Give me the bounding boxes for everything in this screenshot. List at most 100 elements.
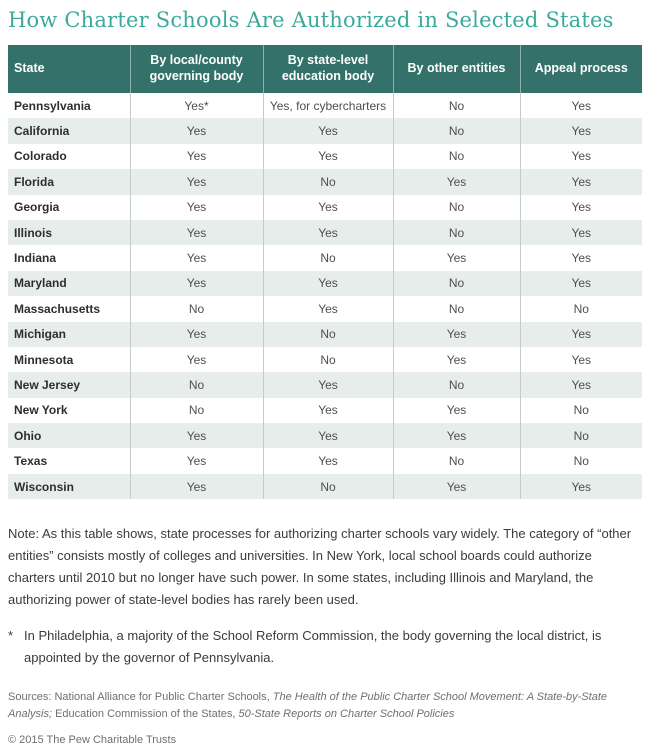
table-row: Colorado Yes Yes No Yes	[8, 143, 642, 170]
value-cell: No	[519, 448, 642, 474]
footnote: * In Philadelphia, a majority of the Sch…	[8, 625, 642, 669]
value-cell: No	[129, 372, 263, 398]
value-cell: Yes	[262, 372, 393, 398]
value-cell: No	[262, 321, 393, 347]
value-cell: Yes	[129, 321, 263, 347]
table-row: Massachusetts No Yes No No	[8, 296, 642, 322]
sources-prefix: Sources: National Alliance for Public Ch…	[8, 691, 273, 704]
column-header: By state-level education body	[262, 45, 393, 93]
value-cell: No	[392, 93, 520, 119]
state-cell: Pennsylvania	[14, 98, 91, 113]
value-cell: Yes	[392, 346, 520, 373]
value-cell: No	[392, 372, 520, 398]
value-cell: No	[262, 169, 393, 195]
value-cell: Yes, for cybercharters	[262, 93, 393, 119]
state-cell: Indiana	[14, 251, 57, 266]
value-cell: Yes	[519, 245, 642, 271]
value-cell: No	[519, 397, 642, 424]
value-cell: Yes	[262, 143, 393, 170]
table-row: Minnesota Yes No Yes Yes	[8, 346, 642, 373]
value-cell: Yes	[392, 321, 520, 347]
state-cell: California	[8, 118, 130, 144]
value-cell: Yes	[519, 346, 642, 373]
state-cell: Texas	[14, 454, 48, 469]
column-header: State	[8, 45, 130, 93]
value-cell: No	[392, 194, 520, 220]
copyright-line: © 2015 The Pew Charitable Trusts	[8, 734, 177, 746]
state-cell: Michigan	[8, 321, 130, 347]
value-cell: Yes	[392, 245, 520, 271]
table-body: Pennsylvania Yes* Yes, for cybercharters No…	[8, 93, 642, 500]
value-cell: Yes	[519, 93, 642, 119]
value-cell: Yes	[519, 118, 642, 144]
table-row: Maryland Yes Yes No Yes	[8, 270, 642, 297]
sources-middle: Education Commission of the States,	[52, 708, 239, 721]
state-cell: Florida	[8, 169, 130, 195]
table-row: New Jersey No Yes No Yes	[8, 372, 642, 398]
table-row: Texas Yes Yes No No	[8, 448, 642, 474]
table-row: Pennsylvania Yes* Yes, for cybercharters No…	[8, 93, 642, 119]
value-cell: Yes	[519, 270, 642, 297]
column-header: Appeal process	[519, 45, 642, 93]
source-title-2: 50-State Reports on Charter School Polic…	[238, 708, 455, 721]
value-cell: Yes	[129, 346, 263, 373]
state-cell: Ohio	[8, 423, 130, 449]
value-cell: No	[262, 245, 393, 271]
value-cell: Yes	[129, 143, 263, 170]
state-cell: Georgia	[14, 200, 60, 215]
value-cell: No	[392, 118, 520, 144]
state-cell: Colorado	[14, 149, 67, 164]
value-cell: Yes	[129, 448, 263, 474]
column-header: By local/county governing body	[129, 45, 263, 93]
table-row: Georgia Yes Yes No Yes	[8, 194, 642, 220]
value-cell: Yes	[392, 397, 520, 424]
value-cell: No	[262, 346, 393, 373]
state-cell: Illinois	[8, 219, 130, 246]
value-cell: Yes	[519, 473, 642, 500]
value-cell: Yes	[129, 423, 263, 449]
state-cell: New York	[14, 403, 68, 418]
value-cell: No	[392, 448, 520, 474]
footnote-marker: *	[8, 628, 14, 644]
table-row: New York No Yes Yes No	[8, 397, 642, 424]
table-row: Indiana Yes No Yes Yes	[8, 245, 642, 271]
value-cell: Yes	[519, 143, 642, 170]
value-cell: Yes	[262, 219, 393, 246]
value-cell: Yes	[392, 169, 520, 195]
state-cell: Wisconsin	[8, 473, 130, 500]
value-cell: Yes	[262, 118, 393, 144]
table-row: Illinois Yes Yes No Yes	[8, 219, 642, 246]
state-cell: New Jersey	[8, 372, 130, 398]
table-header-row: State By local/county governing body By st…	[8, 45, 642, 93]
state-cell: Maryland	[8, 270, 130, 297]
value-cell: Yes	[129, 473, 263, 500]
sources-line: Sources: National Alliance for Public Ch…	[8, 689, 642, 723]
value-cell: Yes	[262, 448, 393, 474]
value-cell: Yes	[129, 245, 263, 271]
value-cell: Yes	[262, 296, 393, 322]
value-cell: No	[262, 473, 393, 500]
value-cell: Yes	[519, 372, 642, 398]
value-cell: Yes	[262, 397, 393, 424]
table-row: California Yes Yes No Yes	[8, 118, 642, 144]
footnote-text: In Philadelphia, a majority of the Schoo…	[24, 628, 602, 666]
column-header: By other entities	[392, 45, 520, 93]
value-cell: Yes	[129, 169, 263, 195]
table-row: Michigan Yes No Yes Yes	[8, 321, 642, 347]
value-cell: Yes	[392, 473, 520, 500]
value-cell: Yes	[519, 194, 642, 220]
value-cell: Yes	[129, 194, 263, 220]
figure-title: How Charter Schools Are Authorized in Se…	[8, 8, 614, 32]
table-row: Wisconsin Yes No Yes Yes	[8, 473, 642, 500]
value-cell: No	[129, 397, 263, 424]
value-cell: Yes	[262, 423, 393, 449]
value-cell: No	[392, 296, 520, 322]
authorization-table: State By local/county governing body By st…	[8, 45, 642, 500]
state-cell: Minnesota	[14, 352, 74, 367]
value-cell: Yes	[519, 169, 642, 195]
value-cell: No	[519, 423, 642, 449]
value-cell: Yes*	[129, 93, 263, 119]
state-cell: Massachusetts	[14, 301, 101, 316]
value-cell: Yes	[392, 423, 520, 449]
